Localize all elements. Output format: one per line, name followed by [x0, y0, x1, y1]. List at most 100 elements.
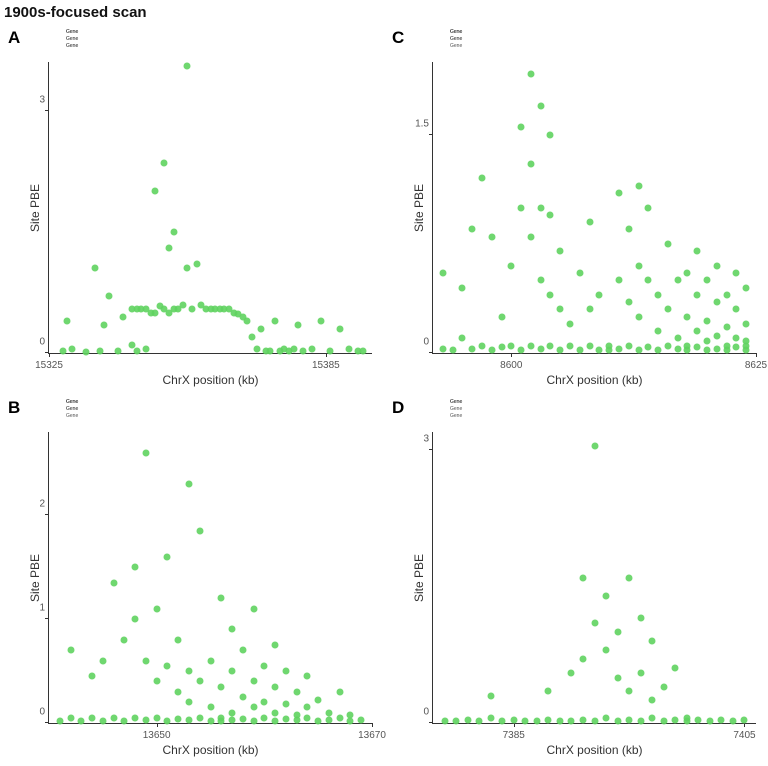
- data-point: [196, 714, 203, 721]
- data-point: [293, 711, 300, 718]
- y-axis-label: Site PBE: [28, 183, 42, 231]
- data-point: [295, 321, 302, 328]
- data-point: [655, 328, 662, 335]
- data-point: [733, 335, 740, 342]
- data-point: [152, 188, 159, 195]
- data-point: [487, 715, 494, 722]
- data-point: [674, 277, 681, 284]
- data-point: [272, 683, 279, 690]
- data-point: [239, 694, 246, 701]
- gene-label: Gene: [450, 36, 462, 42]
- data-point: [713, 332, 720, 339]
- gene-label: Gene: [66, 406, 78, 412]
- data-point: [706, 718, 713, 725]
- data-point: [459, 284, 466, 291]
- data-point: [684, 313, 691, 320]
- data-point: [522, 718, 529, 725]
- x-tick-label: 13670: [358, 730, 386, 741]
- data-point: [527, 342, 534, 349]
- data-point: [129, 305, 136, 312]
- data-point: [142, 657, 149, 664]
- data-point: [184, 63, 191, 70]
- data-point: [476, 718, 483, 725]
- data-point: [741, 717, 748, 724]
- data-point: [359, 347, 366, 354]
- data-point: [626, 574, 633, 581]
- data-point: [175, 715, 182, 722]
- data-point: [78, 717, 85, 724]
- data-point: [459, 335, 466, 342]
- data-point: [723, 291, 730, 298]
- data-point: [498, 313, 505, 320]
- data-point: [207, 704, 214, 711]
- y-tick-label: 3: [399, 434, 429, 445]
- y-tick-label: 1: [15, 603, 45, 614]
- data-point: [315, 697, 322, 704]
- data-point: [133, 348, 140, 355]
- x-tick-mark: [372, 723, 373, 727]
- data-point: [175, 636, 182, 643]
- data-point: [325, 716, 332, 723]
- data-point: [253, 345, 260, 352]
- data-point: [635, 262, 642, 269]
- data-point: [655, 347, 662, 354]
- data-point: [518, 124, 525, 131]
- data-point: [272, 717, 279, 724]
- data-point: [101, 321, 108, 328]
- data-point: [694, 248, 701, 255]
- gene-label: Gene: [66, 399, 78, 405]
- data-point: [132, 564, 139, 571]
- y-tick-label: 3: [15, 94, 45, 105]
- data-point: [729, 718, 736, 725]
- x-tick-mark: [157, 723, 158, 727]
- data-point: [82, 349, 89, 356]
- y-tick-label: 1.5: [399, 118, 429, 129]
- data-point: [142, 716, 149, 723]
- data-point: [743, 320, 750, 327]
- scatter-plot: Site PBE ChrX position (kb) 031532515385: [48, 62, 372, 354]
- data-point: [478, 175, 485, 182]
- data-point: [576, 347, 583, 354]
- data-point: [713, 262, 720, 269]
- data-point: [185, 480, 192, 487]
- panel-A: A Region B2 GeneGeneGeneGeneGeneGeneGene…: [0, 26, 384, 396]
- data-point: [250, 704, 257, 711]
- y-tick-mark: [45, 722, 49, 723]
- data-point: [557, 347, 564, 354]
- gene-track: GeneGeneGeneGeneGene: [450, 402, 756, 432]
- data-point: [508, 342, 515, 349]
- data-point: [229, 626, 236, 633]
- data-point: [672, 717, 679, 724]
- y-tick-mark: [45, 618, 49, 619]
- data-point: [655, 291, 662, 298]
- y-tick-label: 2: [15, 499, 45, 510]
- data-point: [537, 277, 544, 284]
- y-tick-mark: [45, 514, 49, 515]
- data-point: [272, 642, 279, 649]
- data-point: [557, 248, 564, 255]
- data-point: [684, 269, 691, 276]
- data-point: [537, 204, 544, 211]
- data-point: [153, 678, 160, 685]
- data-point: [508, 262, 515, 269]
- data-point: [603, 647, 610, 654]
- data-point: [586, 219, 593, 226]
- gene-label: Gene: [66, 36, 78, 42]
- data-point: [615, 345, 622, 352]
- data-point: [645, 277, 652, 284]
- data-point: [614, 629, 621, 636]
- data-point: [626, 717, 633, 724]
- data-point: [537, 102, 544, 109]
- data-point: [547, 131, 554, 138]
- data-point: [723, 323, 730, 330]
- data-point: [327, 348, 334, 355]
- data-point: [358, 716, 365, 723]
- data-point: [304, 673, 311, 680]
- panel-B: B Region B8 GeneGeneGeneGeneGeneGeneGene…: [0, 396, 384, 766]
- data-point: [119, 313, 126, 320]
- data-point: [153, 714, 160, 721]
- data-point: [478, 342, 485, 349]
- data-point: [635, 182, 642, 189]
- gene-label: Gene: [450, 399, 462, 405]
- panel-letter: B: [8, 398, 20, 418]
